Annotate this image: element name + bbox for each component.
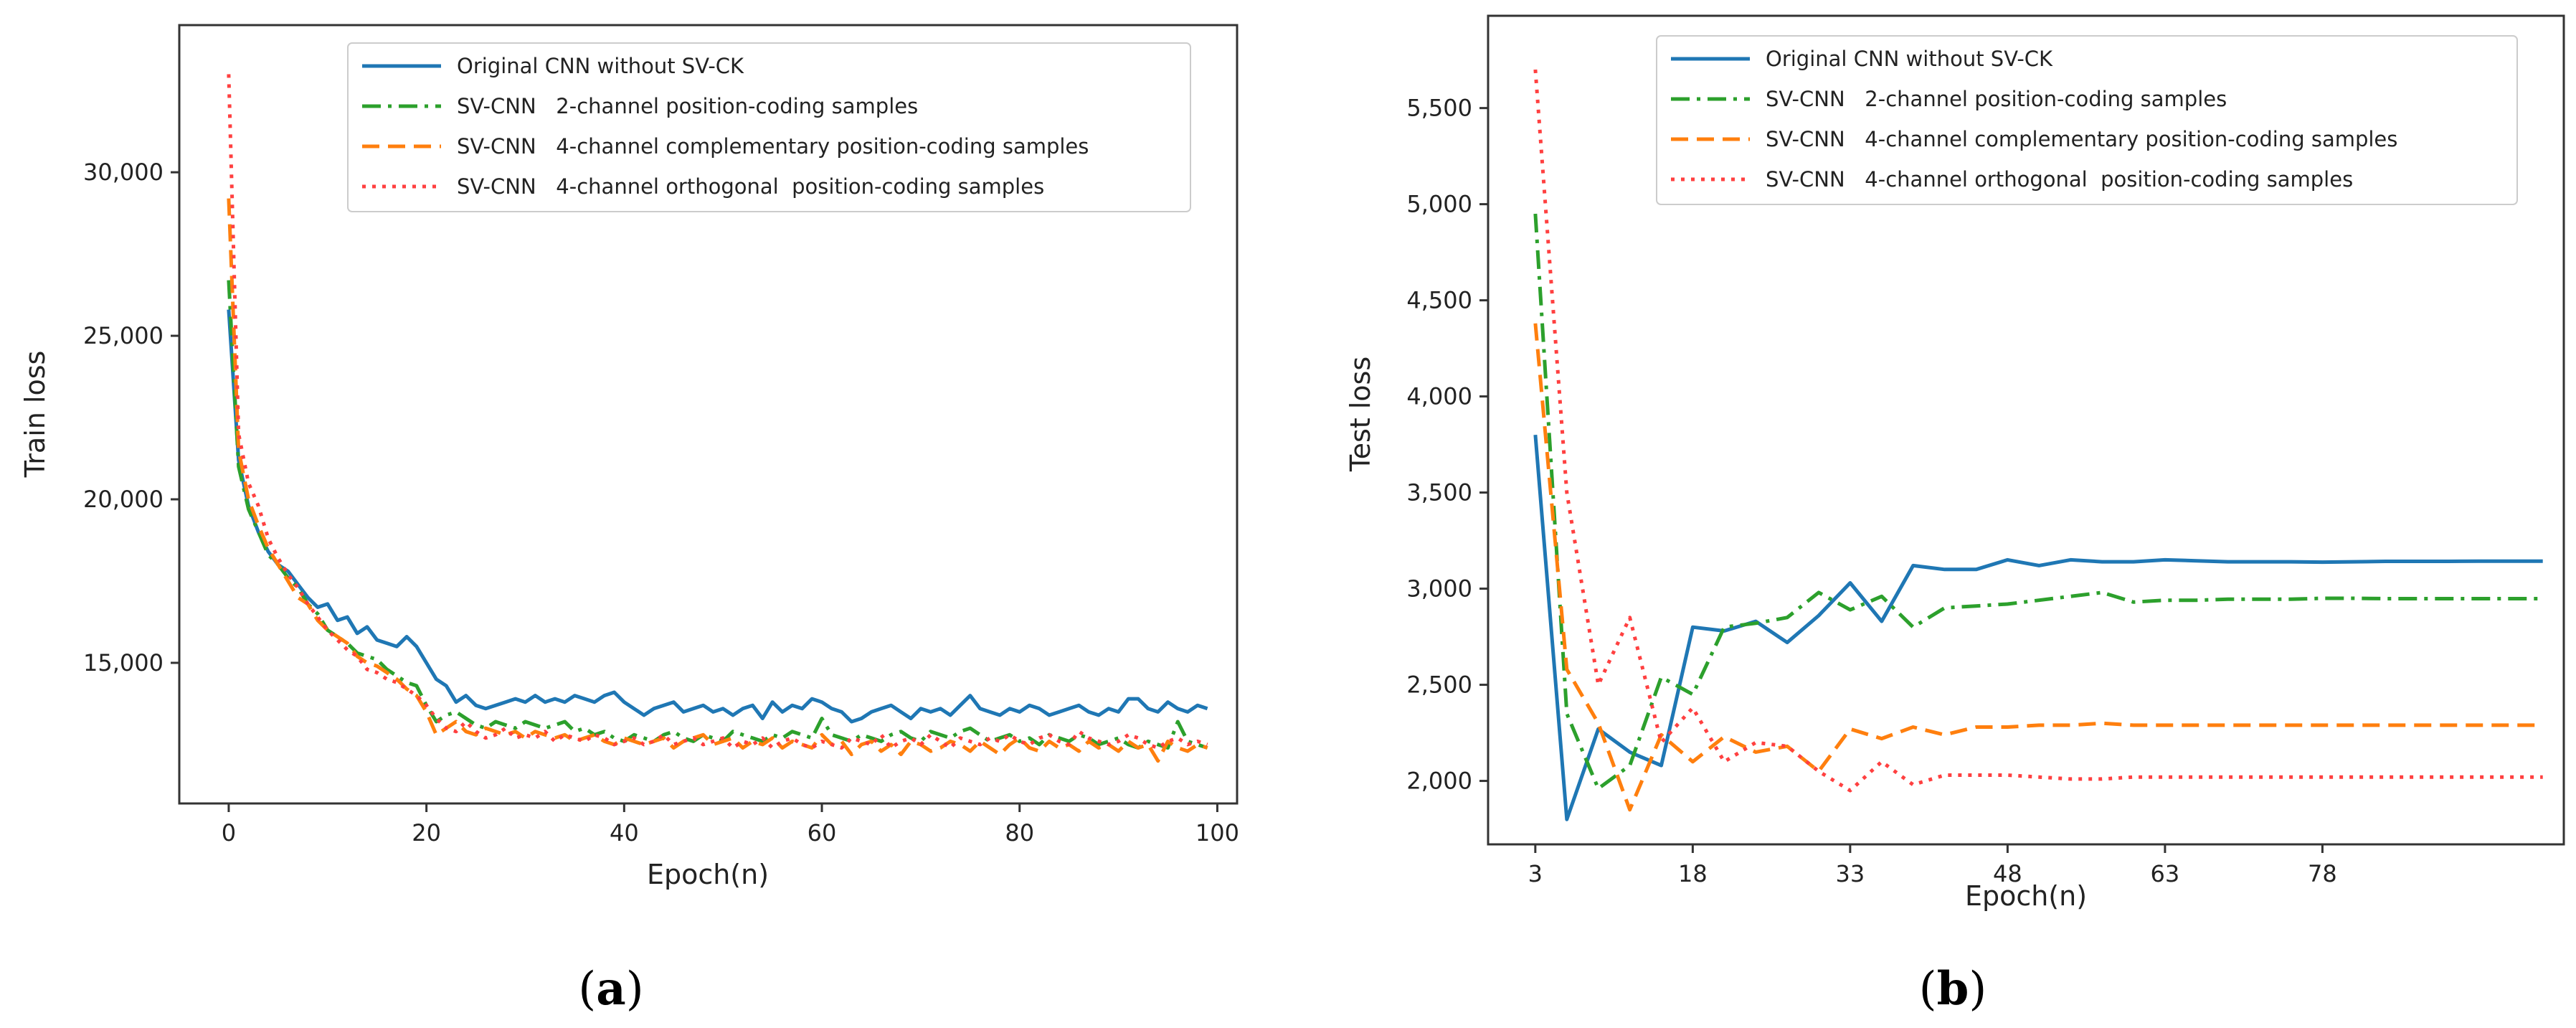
- panel-a-x-tick-label: 60: [808, 819, 837, 847]
- panel-b-y-tick-label: 2,000: [1406, 768, 1472, 795]
- panel-b-y-tick-label: 2,500: [1406, 671, 1472, 699]
- panel-b-x-tick-label: 3: [1528, 860, 1543, 887]
- panel-a-legend-label-4: SV-CNN 4-channel orthogonal position-cod…: [457, 174, 1044, 199]
- panel-b-series-line-1: [1533, 434, 2543, 821]
- panel-a-x-tick-label: 80: [1005, 819, 1034, 847]
- panel-b-legend-label-3: SV-CNN 4-channel complementary position-…: [1766, 127, 2397, 151]
- panel-a-legend-label-2: SV-CNN 2-channel position-coding samples: [457, 94, 918, 118]
- panel-a-legend-box: [347, 42, 1191, 212]
- panel-b-test-loss-chart: 3 18 33 48 63 78 2,000 2,500 3,000 3,500 4,000 4,50…: [1345, 14, 2565, 1016]
- panel-a-x-tick-label: 40: [610, 819, 639, 847]
- panel-a-legend: Original CNN without SV-CK SV-CNN 2-chann…: [347, 42, 1191, 212]
- panel-b-caption: (b): [1919, 962, 1987, 1016]
- panel-b-x-axis-title: Epoch(n): [1965, 880, 2087, 912]
- panel-a-x-tick-label: 20: [412, 819, 441, 847]
- panel-a-y-axis-title: Train loss: [19, 351, 51, 478]
- panel-a-train-loss-chart: 0 20 40 60 80 100 15,000 20,000 25,000 30,000 Ori…: [19, 24, 1239, 1016]
- panel-b-legend-box: [1656, 35, 2518, 205]
- panel-a-x-axis-title: Epoch(n): [647, 859, 769, 890]
- panel-b-series-line-2: [1533, 213, 2543, 791]
- panel-b-y-axis-title: Test loss: [1345, 357, 1376, 472]
- panel-b-y-tick-label: 5,500: [1406, 95, 1472, 122]
- panel-b-series-line-3: [1533, 323, 2543, 812]
- panel-b-y-tick-label: 3,000: [1406, 575, 1472, 603]
- panel-a-series-line-2: [227, 280, 1208, 750]
- panel-b-legend-label-4: SV-CNN 4-channel orthogonal position-cod…: [1766, 167, 2353, 192]
- panel-a-legend-label-1: Original CNN without SV-CK: [457, 54, 744, 78]
- panel-b-y-tick-label: 3,500: [1406, 479, 1472, 506]
- panel-b-x-tick-label: 78: [2308, 860, 2337, 887]
- panel-a-caption: (a): [578, 962, 643, 1016]
- panel-b-y-tick-label: 4,000: [1406, 383, 1472, 410]
- panel-b-legend-label-1: Original CNN without SV-CK: [1766, 47, 2053, 71]
- panel-a-series-line-3: [227, 198, 1208, 763]
- panel-a-x-tick-label: 100: [1195, 819, 1239, 847]
- panel-b-series-line-4: [1533, 69, 2543, 793]
- panel-b-x-tick-label: 18: [1678, 860, 1708, 887]
- panel-a-y-tick-label: 30,000: [83, 159, 164, 186]
- panel-a-y-tick-label: 20,000: [83, 486, 164, 513]
- panel-a-y-tick-label: 25,000: [83, 322, 164, 349]
- panel-b-y-tick-label: 5,000: [1406, 191, 1472, 218]
- panel-b-y-tick-label: 4,500: [1406, 287, 1472, 314]
- panel-b-x-tick-label: 48: [1993, 860, 2022, 887]
- panel-a-series-line-1: [227, 309, 1208, 724]
- panel-a-legend-label-3: SV-CNN 4-channel complementary position-…: [457, 134, 1089, 159]
- panel-b-x-tick-label: 63: [2151, 860, 2180, 887]
- panel-b-x-tick-label: 33: [1836, 860, 1865, 887]
- panel-b-legend: Original CNN without SV-CK SV-CNN 2-chann…: [1656, 35, 2518, 205]
- panel-a-y-tick-label: 15,000: [83, 649, 164, 676]
- panel-a-x-tick-label: 0: [222, 819, 236, 847]
- panel-b-legend-label-2: SV-CNN 2-channel position-coding samples: [1766, 87, 2227, 111]
